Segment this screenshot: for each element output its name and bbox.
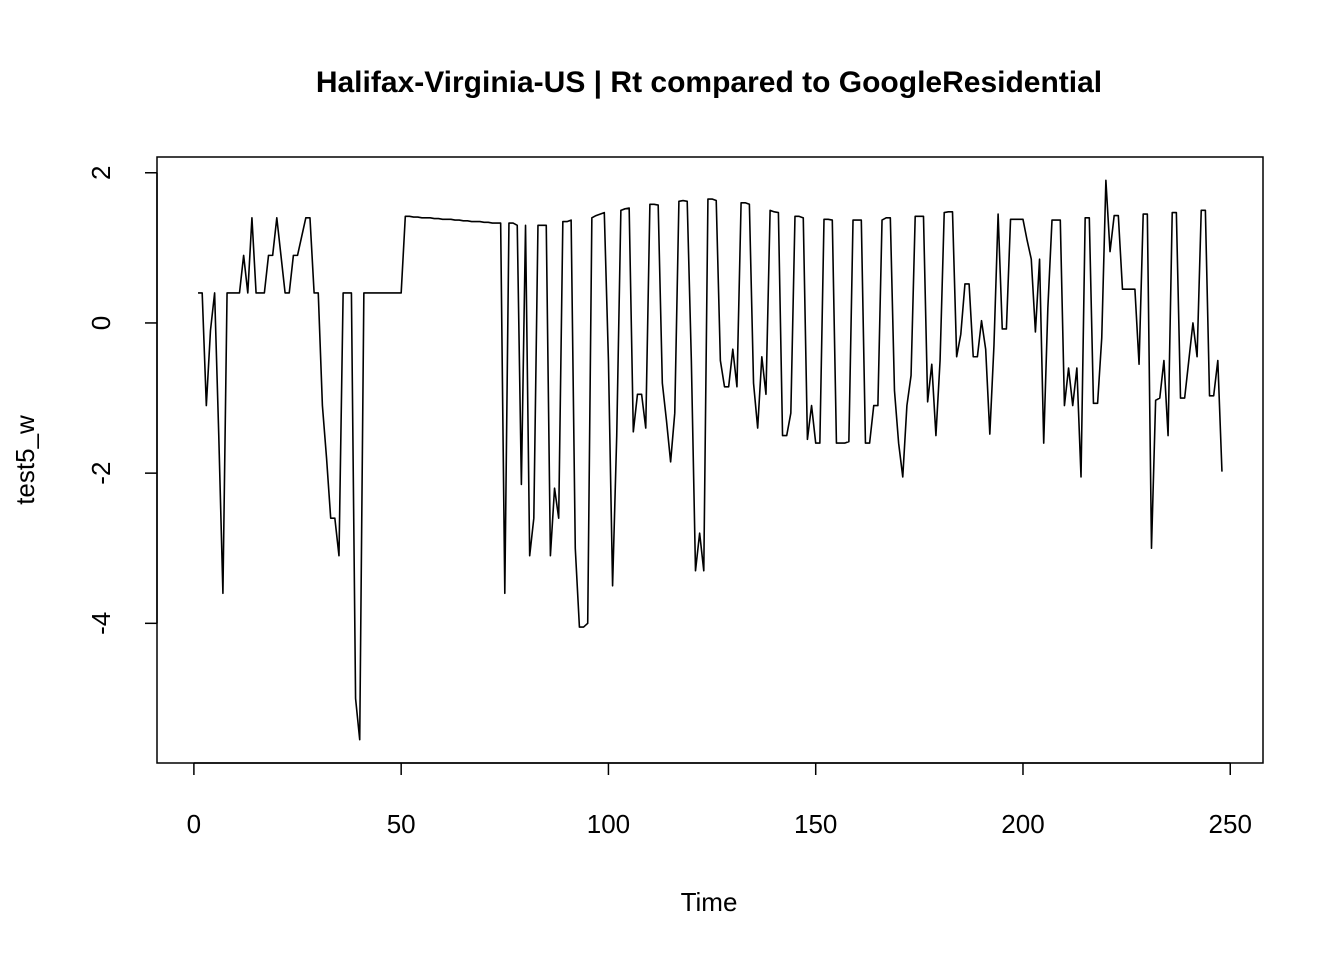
x-tick-label: 250 — [1209, 809, 1252, 839]
x-tick-label: 100 — [587, 809, 630, 839]
y-tick-label: 0 — [86, 316, 116, 330]
plot-box — [156, 156, 1264, 764]
x-tick-label: 200 — [1001, 809, 1044, 839]
x-tick-label: 150 — [794, 809, 837, 839]
chart-title: Halifax-Virginia-US | Rt compared to Goo… — [316, 66, 1102, 99]
x-axis-label: Time — [681, 887, 738, 917]
x-tick-label: 50 — [387, 809, 416, 839]
x-tick-label: 0 — [187, 809, 201, 839]
series-line — [198, 179, 1223, 741]
y-tick-label: 2 — [86, 166, 116, 180]
y-axis-label: test5_w — [10, 415, 40, 505]
y-tick-label: -4 — [86, 612, 116, 635]
y-tick-label: -2 — [86, 462, 116, 485]
